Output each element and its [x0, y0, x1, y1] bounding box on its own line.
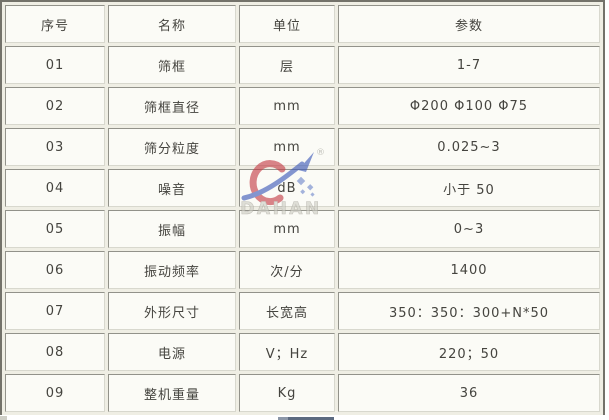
unit-cell: mm [239, 87, 335, 125]
param-cell: 0~3 [338, 210, 600, 248]
param-cell: 220；50 [338, 333, 600, 371]
param-cell: 小于 50 [338, 169, 600, 207]
name-cell: 筛框直径 [108, 87, 236, 125]
name-cell: 外形尺寸 [108, 292, 236, 330]
header-row: 序号 名称 单位 参数 [5, 5, 600, 43]
serial-cell: 06 [5, 251, 105, 289]
name-cell: 振动频率 [108, 251, 236, 289]
table-row: 01 筛框 层 1-7 [5, 46, 600, 84]
header-serial: 序号 [5, 5, 105, 43]
serial-cell: 07 [5, 292, 105, 330]
table-row: 09 整机重量 Kg 36 [5, 374, 600, 412]
name-cell: 筛框 [108, 46, 236, 84]
unit-cell: mm [239, 128, 335, 166]
header-name: 名称 [108, 5, 236, 43]
unit-cell: V；Hz [239, 333, 335, 371]
table-row: 02 筛框直径 mm Φ200 Φ100 Φ75 [5, 87, 600, 125]
param-cell: 350：350：300+N*50 [338, 292, 600, 330]
table-row: 06 振动频率 次/分 1400 [5, 251, 600, 289]
param-cell: 1400 [338, 251, 600, 289]
horizontal-scrollbar-thumb[interactable] [278, 417, 334, 420]
unit-cell: Kg [239, 374, 335, 412]
serial-cell: 08 [5, 333, 105, 371]
serial-cell: 03 [5, 128, 105, 166]
unit-cell: dB [239, 169, 335, 207]
table-row: 07 外形尺寸 长宽高 350：350：300+N*50 [5, 292, 600, 330]
serial-cell: 05 [5, 210, 105, 248]
unit-cell: 层 [239, 46, 335, 84]
unit-cell: 长宽高 [239, 292, 335, 330]
param-cell: 0.025~3 [338, 128, 600, 166]
header-param: 参数 [338, 5, 600, 43]
param-cell: Φ200 Φ100 Φ75 [338, 87, 600, 125]
serial-cell: 02 [5, 87, 105, 125]
name-cell: 振幅 [108, 210, 236, 248]
serial-cell: 04 [5, 169, 105, 207]
param-cell: 1-7 [338, 46, 600, 84]
table-row: 04 噪音 dB 小于 50 [5, 169, 600, 207]
header-unit: 单位 [239, 5, 335, 43]
name-cell: 噪音 [108, 169, 236, 207]
table-row: 08 电源 V；Hz 220；50 [5, 333, 600, 371]
name-cell: 整机重量 [108, 374, 236, 412]
page-edge-artifact [0, 416, 7, 420]
table-row: 03 筛分粒度 mm 0.025~3 [5, 128, 600, 166]
serial-cell: 01 [5, 46, 105, 84]
serial-cell: 09 [5, 374, 105, 412]
name-cell: 筛分粒度 [108, 128, 236, 166]
table-row: 05 振幅 mm 0~3 [5, 210, 600, 248]
unit-cell: 次/分 [239, 251, 335, 289]
unit-cell: mm [239, 210, 335, 248]
name-cell: 电源 [108, 333, 236, 371]
param-cell: 36 [338, 374, 600, 412]
